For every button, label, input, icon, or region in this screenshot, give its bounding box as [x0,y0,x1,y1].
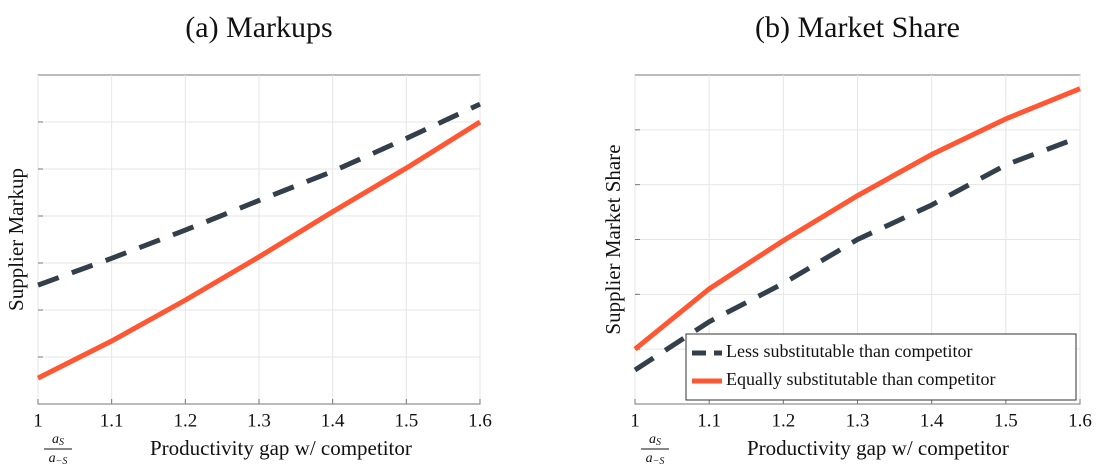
x-var-numerator: aS [52,432,64,448]
x-tick-label: 1.6 [468,410,492,431]
x-axis-label: Productivity gap w/ competitor [747,436,1009,460]
x-tick-label: 1.2 [173,410,197,431]
x-tick-label: 1.1 [697,410,721,431]
legend-label: Less substitutable than competitor [726,341,972,361]
y-axis-label: Supplier Market Share [601,144,625,334]
x-tick-label: 1.5 [994,410,1018,431]
x-var-denominator: a−S [646,451,665,467]
legend-label: Equally substitutable than competitor [726,369,995,389]
x-tick-label: 1.1 [100,410,124,431]
panel: (a) Markups 1 1.1 1.2 1.3 1.4 1.5 1.6 Supplier M… [4,11,492,467]
x-tick-label: 1.6 [1068,410,1092,431]
x-tick-label: 1.3 [247,410,271,431]
x-var-denominator: a−S [49,451,68,467]
x-var-symbol: a [649,432,656,447]
panel: (b) Market Share 1 1.1 1.2 1.3 1.4 1.5 1.6 Suppl… [601,11,1092,467]
line-series [37,101,482,288]
x-tick-label: 1 [630,410,640,431]
x-var-symbol: a [49,451,56,466]
line-series [633,86,1081,352]
x-var-numerator: aS [649,432,661,448]
x-tick-label: 1.5 [394,410,418,431]
x-var-symbol: a [52,432,59,447]
line-series [36,119,482,381]
x-var-subscript: S [656,437,661,448]
x-tick-label: 1.4 [321,410,345,431]
x-tick-label: 1.2 [771,410,795,431]
x-var-subscript: −S [56,456,68,467]
chart-title: (b) Market Share [755,11,960,44]
x-var-subscript: S [59,437,64,448]
x-var-subscript: −S [653,456,665,467]
x-tick-label: 1 [33,410,43,431]
x-tick-label: 1.3 [846,410,870,431]
legend-box [685,333,1077,401]
x-tick-label: 1.4 [920,410,944,431]
y-axis-label: Supplier Markup [4,168,28,311]
x-var-symbol: a [646,451,653,466]
chart-title: (a) Markups [185,11,332,44]
x-axis-label: Productivity gap w/ competitor [150,436,412,460]
line-series [633,134,1081,373]
